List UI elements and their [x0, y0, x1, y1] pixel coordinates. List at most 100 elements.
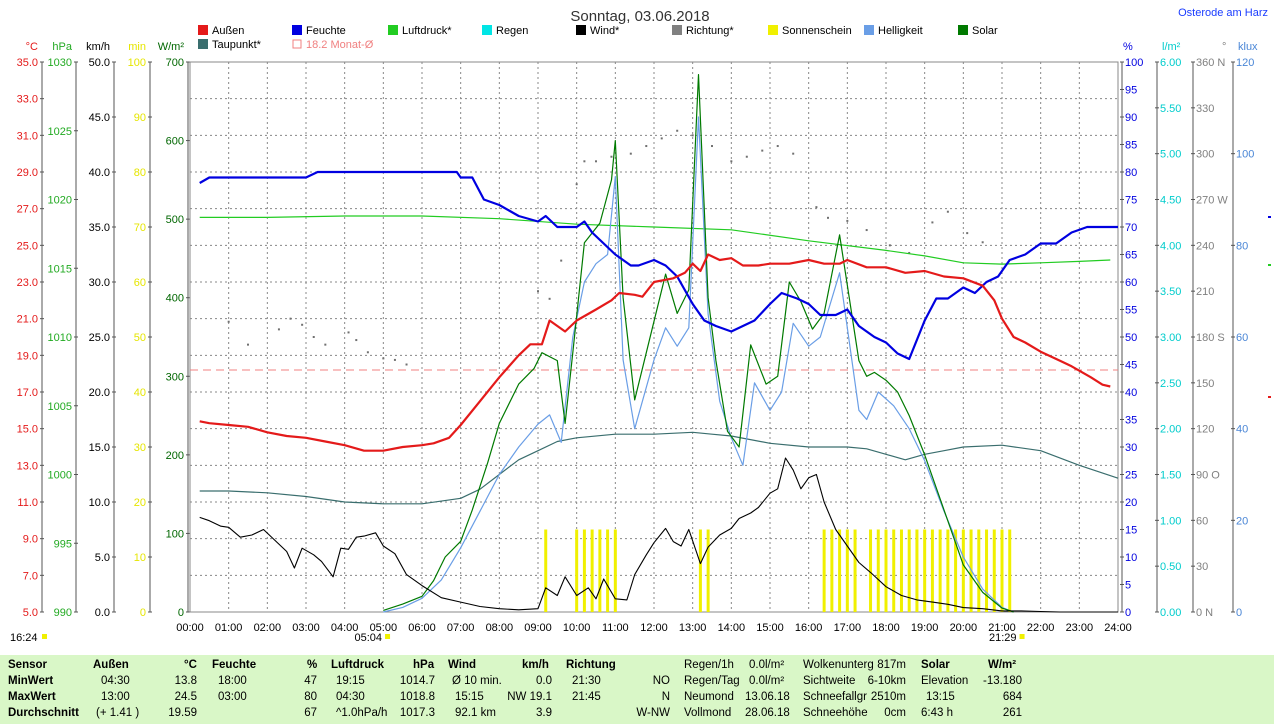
- sunshine-bar: [961, 529, 965, 612]
- pct-tick-label: 95: [1125, 85, 1137, 97]
- pct-tick-label: 45: [1125, 360, 1137, 372]
- kmh-tick-label: 30.0: [89, 277, 110, 289]
- wind-direction-point: [815, 206, 818, 209]
- footer-head-wind-unit: km/h: [522, 659, 549, 671]
- deg-axis-unit: °: [1222, 41, 1226, 53]
- current-time-marker: [42, 634, 47, 639]
- legend-swatch: [292, 39, 302, 49]
- deg-tick-label: 150: [1196, 378, 1214, 390]
- legend-swatch: [576, 25, 586, 35]
- series-line-taupunkt: [199, 431, 1119, 505]
- wind-direction-point: [629, 152, 632, 155]
- footer-max-luftdruck-time: 04:30: [336, 691, 365, 703]
- hpa-tick-label: 995: [54, 538, 72, 550]
- footer-fullmoon-value: 28.06.18: [745, 707, 790, 719]
- time-tick-label: 20:00: [950, 622, 978, 634]
- kmh-axis-unit: km/h: [86, 41, 110, 53]
- sunset-marker: [1019, 634, 1025, 639]
- footer-avg-luftdruck-trend: ^1.0hPa/h: [336, 707, 388, 719]
- lm2-tick-label: 6.00: [1160, 57, 1181, 69]
- legend-swatch: [958, 25, 968, 35]
- time-tick-label: 09:00: [524, 622, 552, 634]
- footer-avg-feuchte-value: 67: [304, 707, 317, 719]
- footer-fullmoon-label: Vollmond: [684, 707, 732, 719]
- legend-swatch: [672, 25, 682, 35]
- klux-tick-label: 100: [1236, 149, 1254, 161]
- pct-tick-label: 0: [1125, 607, 1131, 619]
- footer-solar-head: Solar: [921, 659, 950, 671]
- kmh-tick-label: 35.0: [89, 222, 110, 234]
- sunshine-bar: [838, 529, 842, 612]
- time-tick-label: 23:00: [1066, 622, 1094, 634]
- legend-label: Wind*: [590, 25, 620, 37]
- footer-elevation-label: Elevation: [921, 675, 969, 687]
- wind-direction-point: [931, 221, 934, 224]
- lm2-axis-unit: l/m²: [1162, 41, 1181, 53]
- sunshine-bar: [915, 529, 919, 612]
- sunshine-bar: [698, 529, 702, 612]
- footer-sunhours-label: 6:43 h: [921, 707, 953, 719]
- wind-direction-point: [289, 317, 292, 320]
- klux-tick-label: 0: [1236, 607, 1242, 619]
- min-tick-label: 70: [134, 222, 146, 234]
- sunshine-bar: [923, 529, 927, 612]
- wind-direction-point: [548, 297, 551, 300]
- deg-tick-label: 270 W: [1196, 195, 1228, 207]
- pct-tick-label: 55: [1125, 305, 1137, 317]
- wind-direction-point: [382, 357, 385, 360]
- footer-head-feuchte: Feuchte: [212, 659, 257, 671]
- kmh-tick-label: 10.0: [89, 497, 110, 509]
- footer-avg-aussen-value: 19.59: [168, 707, 197, 719]
- hpa-tick-label: 1030: [48, 57, 72, 69]
- wind-direction-point: [645, 145, 648, 148]
- wind-direction-point: [792, 152, 795, 155]
- wind-direction-point: [366, 351, 369, 354]
- time-tick-label: 02:00: [254, 622, 282, 634]
- legend-swatch: [292, 25, 302, 35]
- wind-direction-point: [946, 210, 949, 213]
- sunshine-bar: [884, 529, 888, 612]
- sunshine-bar: [985, 529, 989, 612]
- footer-rain-day-label: Regen/Tag: [684, 675, 740, 687]
- wm2-tick-label: 400: [166, 293, 184, 305]
- sunshine-bar: [992, 529, 996, 612]
- deg-tick-label: 0 N: [1196, 607, 1213, 619]
- statistics-footer: Sensor Außen °C Feuchte % Luftdruck hPa …: [0, 655, 1274, 724]
- sunshine-bar: [822, 529, 826, 612]
- deg-tick-label: 300: [1196, 149, 1214, 161]
- pct-tick-label: 35: [1125, 415, 1137, 427]
- temp-axis-unit: °C: [26, 41, 38, 53]
- footer-solar-unit: W/m²: [988, 659, 1017, 671]
- kmh-tick-label: 45.0: [89, 112, 110, 124]
- time-tick-label: 11:00: [602, 622, 629, 634]
- min-tick-label: 90: [134, 112, 146, 124]
- deg-tick-label: 180 S: [1196, 332, 1225, 344]
- wind-direction-point: [981, 241, 984, 244]
- legend-label: Feuchte: [306, 25, 346, 37]
- legend-swatch: [482, 25, 492, 35]
- time-tick-label: 22:00: [1027, 622, 1055, 634]
- min-tick-label: 80: [134, 167, 146, 179]
- footer-head-feuchte-unit: %: [307, 659, 318, 671]
- deg-tick-label: 330: [1196, 103, 1214, 115]
- time-tick-label: 10:00: [563, 622, 591, 634]
- pct-tick-label: 65: [1125, 250, 1137, 262]
- min-tick-label: 30: [134, 442, 146, 454]
- sunrise-label: 05:04: [355, 632, 383, 644]
- wind-direction-point: [405, 363, 408, 366]
- time-tick-label: 16:00: [795, 622, 823, 634]
- sunshine-bar: [907, 529, 911, 612]
- sunshine-bar: [869, 529, 873, 612]
- footer-head-luftdruck: Luftdruck: [331, 659, 385, 671]
- lm2-tick-label: 0.00: [1160, 607, 1181, 619]
- kmh-tick-label: 15.0: [89, 442, 110, 454]
- footer-head-wind: Wind: [448, 659, 476, 671]
- wm2-axis-unit: W/m²: [158, 41, 185, 53]
- kmh-tick-label: 5.0: [95, 552, 110, 564]
- footer-snowline-label: Schneefallgr: [803, 691, 867, 703]
- footer-max-wind-value: NW 19.1: [507, 691, 552, 703]
- temp-tick-label: 13.0: [17, 460, 38, 472]
- temp-tick-label: 35.0: [17, 57, 38, 69]
- wind-direction-point: [691, 134, 694, 137]
- footer-head-luftdruck-unit: hPa: [413, 659, 435, 671]
